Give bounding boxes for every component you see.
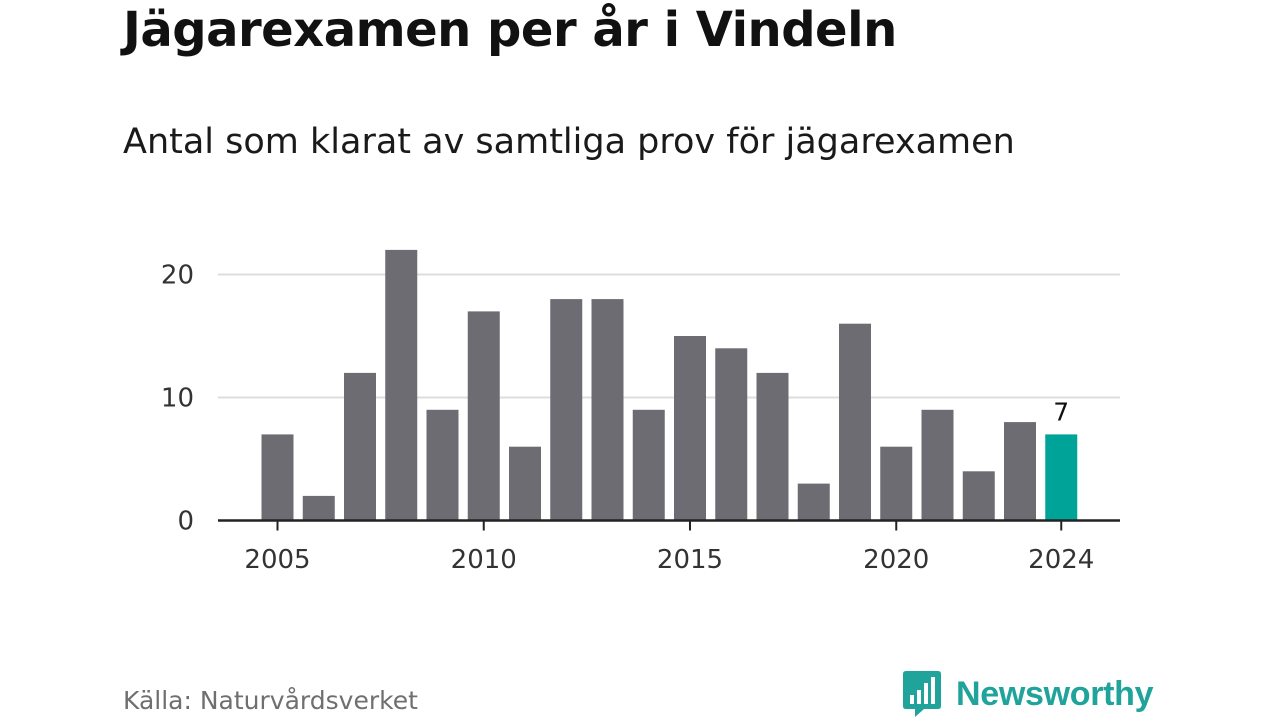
bar-2023	[1004, 422, 1036, 521]
brand: Newsworthy	[902, 670, 1154, 718]
source-note: Källa: Naturvårdsverket	[123, 686, 418, 715]
bar-2016	[715, 348, 748, 521]
bar-2011	[509, 446, 541, 521]
y-tick-label: 10	[161, 384, 194, 414]
chart-subtitle: Antal som klarat av samtliga prov för jä…	[123, 122, 1015, 162]
bar-2020	[880, 446, 913, 521]
x-tick-label: 2005	[244, 545, 310, 575]
bar-2019	[839, 323, 871, 521]
y-tick-label: 0	[177, 507, 194, 537]
bar-2005	[261, 434, 294, 521]
bar-2024	[1045, 434, 1078, 521]
x-tick-label: 2020	[863, 545, 929, 575]
bar-2021	[921, 409, 954, 521]
bar-2015	[674, 336, 706, 521]
bar-2012	[550, 299, 583, 521]
bar-2017	[756, 372, 789, 521]
bar-2022	[962, 471, 995, 521]
x-tick-label: 2015	[657, 545, 723, 575]
y-tick-label: 20	[161, 261, 194, 291]
chart-title: Jägarexamen per år i Vindeln	[123, 2, 897, 58]
bar-2018	[797, 483, 830, 521]
bar-2014	[632, 409, 665, 521]
brand-name: Newsworthy	[956, 674, 1154, 713]
bar-2006	[302, 495, 335, 521]
x-tick-label: 2024	[1028, 545, 1094, 575]
bar-2007	[344, 372, 376, 521]
bar-2010	[467, 311, 500, 521]
newsworthy-logo-icon	[903, 671, 941, 717]
bar-2009	[426, 409, 459, 521]
bar-2013	[591, 299, 624, 521]
data-label-2024: 7	[1053, 397, 1069, 426]
bar-2008	[385, 249, 418, 521]
x-tick-label: 2010	[451, 545, 517, 575]
